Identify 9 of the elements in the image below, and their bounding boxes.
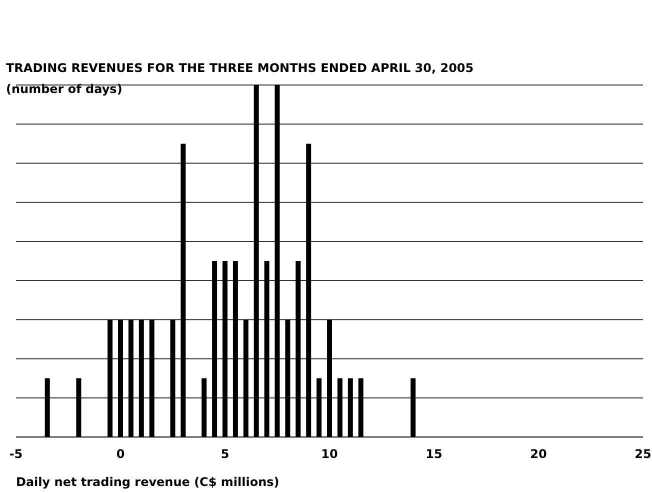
x-tick-label: 15 (426, 447, 442, 461)
x-tick-label: 20 (530, 447, 547, 461)
x-tick-label: 10 (321, 447, 338, 461)
x-tick-label: 25 (634, 447, 652, 461)
chart-title: TRADING REVENUES FOR THE THREE MONTHS ENDED APRIL 30, 2005 (6, 61, 474, 75)
x-tick-label: 5 (220, 447, 230, 461)
x-axis-title: Daily net trading revenue (C$ millions) (16, 475, 280, 489)
x-tick-label: 0 (116, 447, 125, 461)
x-tick-label: -5 (9, 447, 23, 461)
